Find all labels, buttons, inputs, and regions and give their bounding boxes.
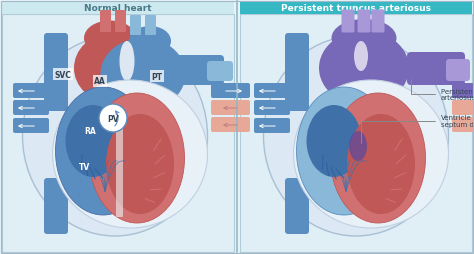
Text: Persistent truncus
arteriosus: Persistent truncus arteriosus xyxy=(411,80,474,101)
Text: PV: PV xyxy=(107,114,119,123)
FancyBboxPatch shape xyxy=(44,178,68,234)
FancyBboxPatch shape xyxy=(240,2,472,15)
Ellipse shape xyxy=(106,115,174,214)
FancyBboxPatch shape xyxy=(13,101,49,116)
FancyBboxPatch shape xyxy=(171,56,224,86)
Ellipse shape xyxy=(347,115,415,214)
FancyBboxPatch shape xyxy=(115,11,126,33)
FancyBboxPatch shape xyxy=(207,62,233,82)
FancyBboxPatch shape xyxy=(211,118,250,133)
FancyBboxPatch shape xyxy=(285,178,309,234)
FancyBboxPatch shape xyxy=(452,84,474,99)
Ellipse shape xyxy=(74,35,146,103)
Ellipse shape xyxy=(330,94,426,223)
FancyBboxPatch shape xyxy=(452,118,474,133)
FancyBboxPatch shape xyxy=(211,84,250,99)
FancyBboxPatch shape xyxy=(100,11,111,33)
FancyBboxPatch shape xyxy=(44,34,68,112)
Ellipse shape xyxy=(319,31,409,106)
FancyBboxPatch shape xyxy=(254,101,290,116)
FancyBboxPatch shape xyxy=(116,116,123,217)
FancyBboxPatch shape xyxy=(372,10,384,33)
Text: Normal heart: Normal heart xyxy=(84,4,152,13)
Ellipse shape xyxy=(53,81,208,228)
Text: AA: AA xyxy=(94,77,106,86)
FancyBboxPatch shape xyxy=(407,53,465,86)
Ellipse shape xyxy=(65,106,120,177)
Ellipse shape xyxy=(90,94,184,223)
FancyBboxPatch shape xyxy=(211,101,250,116)
Text: TV: TV xyxy=(79,162,91,171)
FancyBboxPatch shape xyxy=(285,34,309,112)
Text: PT: PT xyxy=(151,72,163,81)
FancyBboxPatch shape xyxy=(240,15,472,252)
FancyBboxPatch shape xyxy=(341,10,355,33)
Ellipse shape xyxy=(297,88,392,215)
FancyBboxPatch shape xyxy=(254,119,290,133)
Ellipse shape xyxy=(22,37,208,236)
FancyBboxPatch shape xyxy=(145,16,156,36)
FancyBboxPatch shape xyxy=(357,10,371,33)
Ellipse shape xyxy=(129,27,171,57)
FancyBboxPatch shape xyxy=(452,101,474,116)
FancyBboxPatch shape xyxy=(13,84,49,99)
Text: Persistent truncus arteriosus: Persistent truncus arteriosus xyxy=(281,4,431,13)
FancyBboxPatch shape xyxy=(13,119,49,133)
FancyBboxPatch shape xyxy=(130,16,141,36)
Text: Ventricle
septum defect: Ventricle septum defect xyxy=(361,115,474,144)
FancyBboxPatch shape xyxy=(254,84,290,99)
FancyBboxPatch shape xyxy=(2,15,234,252)
Ellipse shape xyxy=(55,88,151,215)
Text: RA: RA xyxy=(84,127,96,136)
Ellipse shape xyxy=(293,81,448,228)
Ellipse shape xyxy=(100,39,185,110)
Ellipse shape xyxy=(331,20,396,58)
Ellipse shape xyxy=(307,106,362,177)
Ellipse shape xyxy=(349,132,367,161)
Text: SVC: SVC xyxy=(55,70,72,79)
FancyBboxPatch shape xyxy=(2,2,234,15)
Ellipse shape xyxy=(354,42,368,72)
Ellipse shape xyxy=(84,21,136,56)
FancyBboxPatch shape xyxy=(446,60,470,82)
Ellipse shape xyxy=(264,37,448,236)
Ellipse shape xyxy=(119,42,135,82)
Ellipse shape xyxy=(99,105,127,133)
